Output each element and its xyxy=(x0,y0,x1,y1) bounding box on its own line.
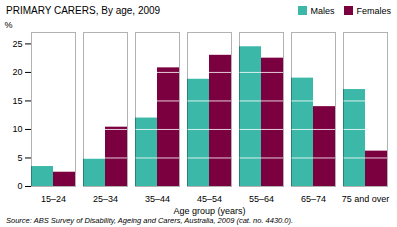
svg-text:Age group (years): Age group (years) xyxy=(173,206,245,216)
svg-text:55–64: 55–64 xyxy=(249,194,274,204)
html-text:PRIMARY CARERS, By age, 2009: PRIMARY CARERS, By age, 2009 xyxy=(6,5,161,16)
html-text:Source: ABS Survey of Disabili: Source: ABS Survey of Disability, Ageing… xyxy=(6,216,294,225)
svg-text:20: 20 xyxy=(12,67,22,77)
svg-text:5: 5 xyxy=(17,153,22,163)
html-text:Males: Males xyxy=(310,5,335,16)
svg-text:35–44: 35–44 xyxy=(145,194,170,204)
svg-text:15–24: 15–24 xyxy=(41,194,66,204)
svg-text:75 and over: 75 and over xyxy=(342,194,390,204)
svg-text:15: 15 xyxy=(12,96,22,106)
svg-text:25–34: 25–34 xyxy=(93,194,118,204)
svg-text:45–54: 45–54 xyxy=(197,194,222,204)
svg-text:25: 25 xyxy=(12,39,22,49)
html-text:Females: Females xyxy=(356,5,391,16)
svg-text:65–74: 65–74 xyxy=(301,194,326,204)
svg-text:10: 10 xyxy=(12,124,22,134)
svg-text:0: 0 xyxy=(17,181,22,191)
svg-text:%: % xyxy=(5,20,13,30)
